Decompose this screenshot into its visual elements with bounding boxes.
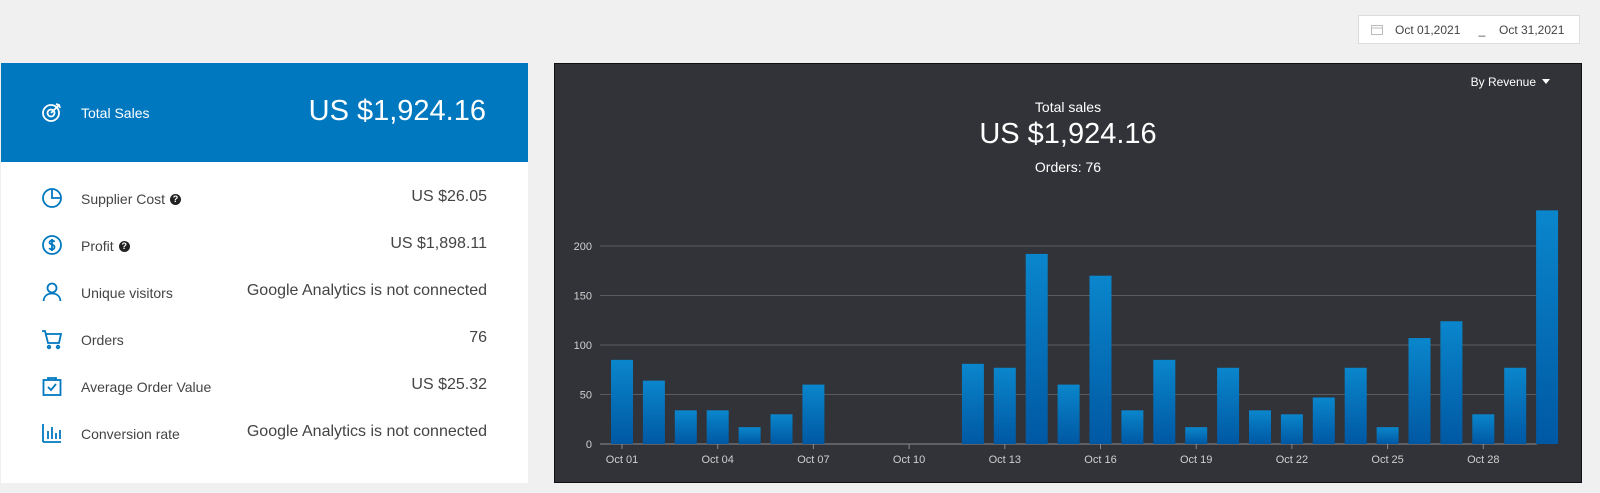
x-tick-label: Oct 16 xyxy=(1084,454,1116,466)
chart-bar[interactable] xyxy=(1249,410,1271,444)
caret-down-icon xyxy=(1542,79,1550,84)
target-icon xyxy=(42,103,61,122)
x-tick-label: Oct 19 xyxy=(1180,454,1212,466)
metric-label: Orders xyxy=(81,332,124,348)
sales-summary-card: Total Sales US $1,924.16 Supplier Cost? … xyxy=(1,63,528,483)
metric-profit: Profit? US $1,898.11 xyxy=(1,230,528,260)
chart-bar[interactable] xyxy=(1344,367,1367,444)
date-separator: _ xyxy=(1478,22,1486,37)
calendar-icon xyxy=(1371,25,1383,35)
chart-bar[interactable] xyxy=(1089,275,1112,444)
by-revenue-dropdown[interactable]: By Revenue xyxy=(1471,75,1550,89)
metric-value: US $26.05 xyxy=(411,188,487,205)
y-tick-label: 150 xyxy=(574,291,592,303)
x-tick-label: Oct 07 xyxy=(797,454,829,466)
metric-value: US $25.32 xyxy=(411,376,487,393)
metric-average-order-value: Average Order Value US $25.32 xyxy=(1,371,528,401)
x-tick-label: Oct 01 xyxy=(606,454,638,466)
x-tick-label: Oct 25 xyxy=(1371,454,1403,466)
start-date[interactable]: Oct 01,2021 xyxy=(1395,22,1461,37)
metric-label: Conversion rate xyxy=(81,426,180,442)
metric-label: Average Order Value xyxy=(81,379,212,395)
chart-bar[interactable] xyxy=(1025,253,1048,444)
chart-bar[interactable] xyxy=(674,410,697,444)
y-tick-label: 0 xyxy=(586,439,592,451)
metric-label: Profit xyxy=(81,238,114,254)
sales-bar-chart: 0 50 100 150 200 Oct 01 Oct 04 Oct 07 Oct 10 Oct… xyxy=(574,210,1559,466)
chart-title: Total sales xyxy=(1034,99,1102,115)
metric-conversion-rate: Conversion rate Google Analytics is not … xyxy=(1,418,528,448)
chart-bar[interactable] xyxy=(738,427,761,444)
metric-supplier-cost: Supplier Cost? US $26.05 xyxy=(1,183,528,213)
user-icon xyxy=(42,282,62,302)
y-tick-label: 50 xyxy=(580,390,592,402)
bag-check-icon xyxy=(42,377,62,396)
chart-bar[interactable] xyxy=(1440,321,1463,444)
chart-bar[interactable] xyxy=(961,363,984,444)
sales-chart-card: By Revenue Total sales US $1,924.16 Orde… xyxy=(554,63,1582,483)
chart-bar[interactable] xyxy=(1153,359,1176,444)
chart-orders-count: Orders: 76 xyxy=(1034,159,1102,175)
x-tick-label: Oct 10 xyxy=(893,454,925,466)
total-sales-header: Total Sales US $1,924.16 xyxy=(1,63,528,162)
chart-bar[interactable] xyxy=(770,414,793,444)
x-tick-label: Oct 04 xyxy=(701,454,733,466)
chart-bar[interactable] xyxy=(611,359,633,444)
chart-bar[interactable] xyxy=(1121,410,1144,444)
help-icon[interactable]: ? xyxy=(170,194,182,205)
chart-bar[interactable] xyxy=(993,367,1016,444)
metric-unique-visitors: Unique visitors Google Analytics is not … xyxy=(1,277,528,307)
metric-label: Supplier Cost xyxy=(81,191,166,207)
chart-bar[interactable] xyxy=(1217,367,1240,444)
chart-bar[interactable] xyxy=(1280,414,1303,444)
x-tick-label: Oct 13 xyxy=(989,454,1021,466)
dollar-circle-icon xyxy=(42,235,62,255)
x-tick-label: Oct 22 xyxy=(1276,454,1308,466)
total-sales-value: US $1,924.16 xyxy=(308,95,486,127)
metric-value: Google Analytics is not connected xyxy=(246,423,487,440)
date-range-picker[interactable]: Oct 01,2021 _ Oct 31,2021 xyxy=(1358,15,1580,44)
total-sales-label: Total Sales xyxy=(81,105,150,121)
metric-label: Unique visitors xyxy=(81,285,173,301)
help-icon[interactable]: ? xyxy=(118,241,130,252)
chart-bar[interactable] xyxy=(1536,210,1559,444)
end-date[interactable]: Oct 31,2021 xyxy=(1499,22,1565,37)
chart-bar[interactable] xyxy=(1408,338,1431,444)
x-tick-label: Oct 28 xyxy=(1467,454,1499,466)
metric-value: Google Analytics is not connected xyxy=(246,282,487,299)
y-tick-label: 100 xyxy=(574,340,592,352)
chart-bar[interactable] xyxy=(1472,414,1495,444)
chart-bar[interactable] xyxy=(802,384,825,444)
pie-chart-icon xyxy=(42,188,62,208)
bar-chart-icon xyxy=(42,424,61,443)
chart-bar[interactable] xyxy=(1504,367,1527,444)
chart-bar[interactable] xyxy=(1185,427,1208,444)
chart-bar[interactable] xyxy=(1057,384,1080,444)
cart-icon xyxy=(42,330,63,350)
chart-bar[interactable] xyxy=(706,410,729,444)
metric-value: US $1,898.11 xyxy=(390,235,487,252)
chart-total-value: US $1,924.16 xyxy=(979,118,1157,150)
chart-bar[interactable] xyxy=(1312,397,1335,444)
dropdown-label: By Revenue xyxy=(1470,75,1536,89)
y-tick-label: 200 xyxy=(574,241,592,253)
chart-bar[interactable] xyxy=(1376,427,1399,444)
metric-orders: Orders 76 xyxy=(1,324,528,354)
chart-bar[interactable] xyxy=(642,380,665,444)
metric-value: 76 xyxy=(469,329,487,346)
